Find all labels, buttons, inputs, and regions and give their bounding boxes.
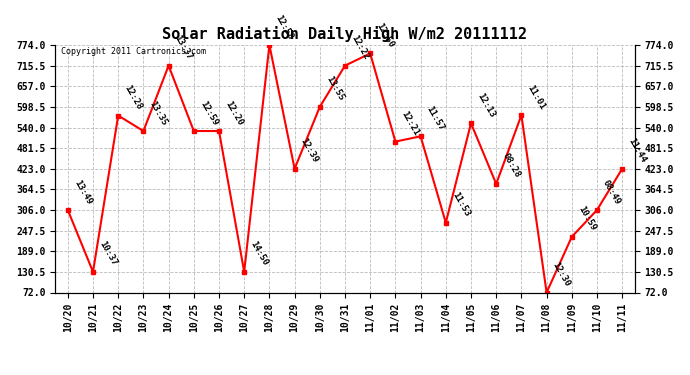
Text: 08:28: 08:28 bbox=[500, 152, 522, 180]
Text: 13:49: 13:49 bbox=[72, 178, 93, 206]
Text: 12:22: 12:22 bbox=[349, 34, 371, 62]
Text: 11:44: 11:44 bbox=[627, 137, 648, 165]
Text: 13:37: 13:37 bbox=[172, 34, 194, 62]
Text: 10:59: 10:59 bbox=[576, 205, 598, 232]
Text: 12:39: 12:39 bbox=[299, 137, 320, 165]
Text: 12:21: 12:21 bbox=[400, 110, 421, 137]
Title: Solar Radiation Daily High W/m2 20111112: Solar Radiation Daily High W/m2 20111112 bbox=[163, 27, 527, 42]
Text: 12:59: 12:59 bbox=[198, 99, 219, 127]
Text: 11:01: 11:01 bbox=[526, 83, 546, 111]
Text: 12:20: 12:20 bbox=[223, 99, 244, 127]
Text: 10:37: 10:37 bbox=[97, 240, 119, 268]
Text: 11:53: 11:53 bbox=[450, 191, 471, 219]
Text: 13:55: 13:55 bbox=[324, 75, 345, 103]
Text: 08:49: 08:49 bbox=[601, 178, 622, 206]
Text: 13:35: 13:35 bbox=[148, 99, 169, 127]
Text: 14:50: 14:50 bbox=[248, 240, 270, 268]
Text: 12:50: 12:50 bbox=[375, 21, 395, 49]
Text: 12:30: 12:30 bbox=[551, 261, 572, 288]
Text: 12:28: 12:28 bbox=[122, 84, 144, 111]
Text: 12:58: 12:58 bbox=[273, 13, 295, 41]
Text: 11:57: 11:57 bbox=[425, 104, 446, 132]
Text: 12:13: 12:13 bbox=[475, 92, 496, 119]
Text: Copyright 2011 Cartronics.com: Copyright 2011 Cartronics.com bbox=[61, 48, 206, 57]
